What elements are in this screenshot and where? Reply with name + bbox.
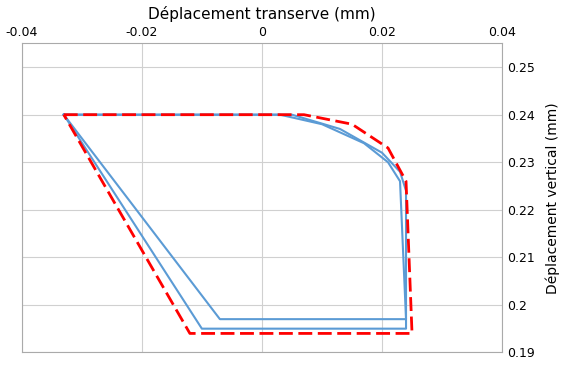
X-axis label: Déplacement transerve (mm): Déplacement transerve (mm) [148,5,376,22]
Y-axis label: Déplacement vertical (mm): Déplacement vertical (mm) [546,102,560,294]
